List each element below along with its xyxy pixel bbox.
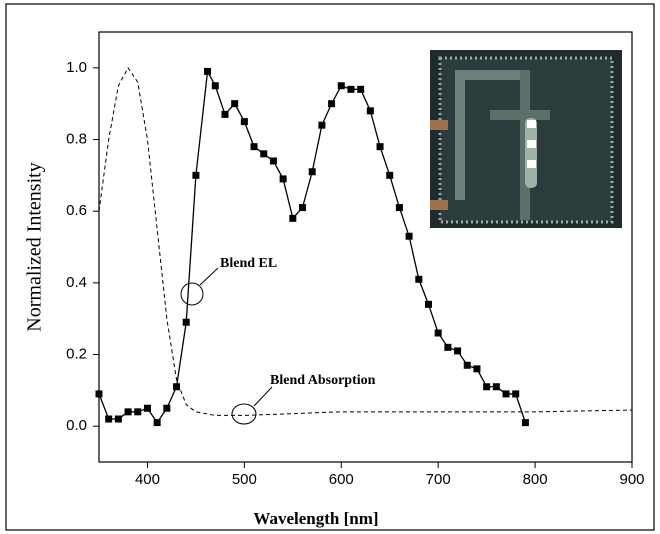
marker xyxy=(405,232,413,240)
marker xyxy=(376,143,384,151)
x-tick-label: 700 xyxy=(426,471,451,488)
marker xyxy=(328,100,336,108)
marker xyxy=(318,121,326,129)
annotation-pointers xyxy=(180,267,273,425)
marker xyxy=(260,150,268,158)
x-tick-label: 800 xyxy=(523,471,548,488)
marker xyxy=(211,82,219,90)
marker xyxy=(250,143,258,151)
marker xyxy=(337,82,345,90)
marker xyxy=(444,343,452,351)
series-line xyxy=(98,66,633,416)
marker xyxy=(153,419,161,427)
marker xyxy=(143,404,151,412)
y-tick-label: 0.8 xyxy=(66,130,87,147)
marker xyxy=(192,171,200,179)
marker xyxy=(308,168,316,176)
y-tick-label: 0.0 xyxy=(66,417,87,434)
marker xyxy=(415,275,423,283)
marker xyxy=(105,415,113,423)
marker xyxy=(357,85,365,93)
x-axis-title: Wavelength [nm] xyxy=(253,509,378,528)
marker xyxy=(483,383,491,391)
y-tick-label: 0.2 xyxy=(66,345,87,362)
annotation: Blend EL xyxy=(220,256,277,271)
marker xyxy=(240,118,248,126)
x-tick-label: 400 xyxy=(135,471,160,488)
marker xyxy=(231,100,239,108)
marker xyxy=(366,107,374,115)
marker xyxy=(454,347,462,355)
marker xyxy=(173,383,181,391)
y-tick-label: 1.0 xyxy=(66,59,87,76)
marker xyxy=(269,157,277,165)
marker xyxy=(473,365,481,373)
frame xyxy=(5,3,655,531)
x-tick-label: 900 xyxy=(619,471,644,488)
y-tick-label: 0.6 xyxy=(66,202,87,219)
marker xyxy=(424,300,432,308)
marker xyxy=(502,390,510,398)
x-tick-label: 600 xyxy=(329,471,354,488)
marker xyxy=(395,204,403,212)
marker xyxy=(95,390,103,398)
plot-area xyxy=(98,31,633,463)
y-axis-title: Normalized Intensity xyxy=(24,162,46,331)
marker xyxy=(434,329,442,337)
marker xyxy=(521,419,529,427)
x-tick-label: 500 xyxy=(232,471,257,488)
marker xyxy=(463,361,471,369)
marker xyxy=(163,404,171,412)
marker xyxy=(221,110,229,118)
marker xyxy=(347,85,355,93)
annotation: Blend Absorption xyxy=(270,373,376,388)
marker xyxy=(279,175,287,183)
marker xyxy=(512,390,520,398)
marker xyxy=(204,67,212,75)
marker xyxy=(114,415,122,423)
marker xyxy=(182,318,190,326)
inset-photo xyxy=(430,50,622,228)
marker xyxy=(134,408,142,416)
marker xyxy=(299,204,307,212)
marker xyxy=(124,408,132,416)
marker xyxy=(492,383,500,391)
marker xyxy=(289,214,297,222)
marker xyxy=(386,171,394,179)
y-tick-label: 0.4 xyxy=(66,274,87,291)
